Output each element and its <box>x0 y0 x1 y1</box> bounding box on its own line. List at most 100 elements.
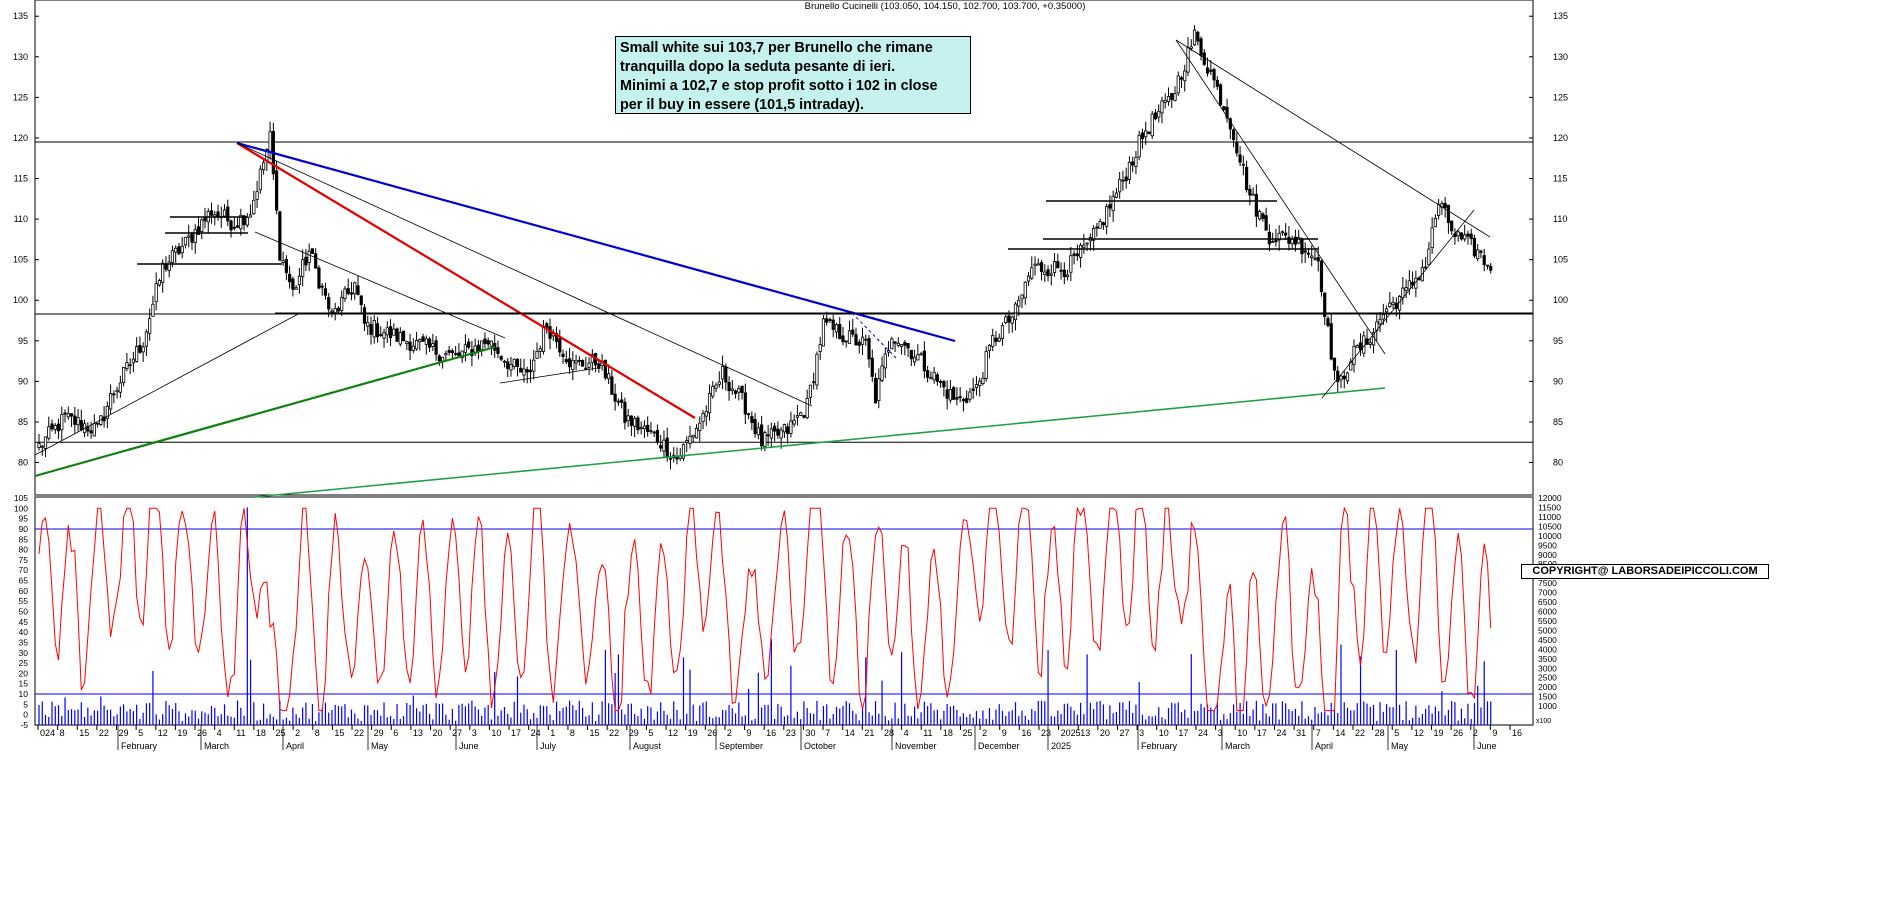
candle-body <box>151 303 155 317</box>
x-tick-label: 31 <box>1296 728 1306 738</box>
candle-body <box>821 318 826 347</box>
oscillator-line <box>38 506 1492 712</box>
candle-body <box>1215 79 1219 87</box>
x-tick-label: 27 <box>1119 728 1129 738</box>
candle-body <box>359 295 363 305</box>
candle-body <box>1241 163 1245 166</box>
x-tick-label: 28 <box>1375 728 1385 738</box>
candle-body <box>698 422 702 432</box>
candle-body <box>56 423 61 432</box>
x-tick-label: 22 <box>354 728 364 738</box>
candle-body <box>317 267 321 289</box>
candle-body <box>437 355 441 362</box>
candle-body <box>974 384 979 388</box>
x-tick-label: 25 <box>962 728 972 738</box>
candle-body <box>795 415 800 418</box>
candle-body <box>694 427 699 439</box>
x-tick-label: 4 <box>217 728 222 738</box>
price-tick-left: 100 <box>13 295 28 305</box>
oscillator-tick: 10 <box>19 689 29 699</box>
candle-body <box>323 288 328 296</box>
candle-body <box>1404 287 1408 291</box>
candle-body <box>733 390 738 395</box>
candle-body <box>659 445 663 449</box>
candle-body <box>864 338 868 341</box>
price-tick-left: 120 <box>13 133 28 143</box>
price-tick-left: 85 <box>18 417 28 427</box>
oscillator-tick: 100 <box>14 503 28 513</box>
candle-body <box>831 319 835 330</box>
candle-body <box>994 337 998 342</box>
candle-body <box>1095 226 1099 229</box>
candle-body <box>1153 112 1158 120</box>
candle-body <box>1007 315 1011 323</box>
candle-body <box>248 214 253 218</box>
x-tick-label: 23 <box>786 728 796 738</box>
candle-body <box>750 416 754 423</box>
candle-body <box>1300 238 1304 255</box>
candle-body <box>421 336 425 342</box>
price-tick-right: 80 <box>1553 458 1563 468</box>
candle-body <box>216 211 220 217</box>
candle-body <box>1121 179 1125 182</box>
candle-body <box>1443 202 1447 208</box>
price-tick-right: 135 <box>1553 11 1568 21</box>
x-tick-label: 11 <box>923 728 932 738</box>
candle-body <box>196 226 201 235</box>
volume-tick: 11500 <box>1538 502 1561 512</box>
candle-body <box>854 334 858 346</box>
candle-body <box>704 410 708 417</box>
candle-body <box>1365 338 1369 345</box>
x-tick-label: 21 <box>864 728 874 738</box>
x-tick-label: 1 <box>550 728 555 738</box>
thin-uptrend-line <box>1321 209 1475 399</box>
x-tick-label: 6 <box>393 728 398 738</box>
candle-body <box>841 335 845 343</box>
candle-body <box>382 332 386 339</box>
candle-body <box>926 370 930 378</box>
candle-body <box>109 393 113 410</box>
candle-body <box>288 273 292 283</box>
price-tick-left: 95 <box>18 336 28 346</box>
candle-body <box>1407 280 1411 290</box>
oscillator-tick: 15 <box>19 679 29 689</box>
candle-body <box>1114 192 1119 198</box>
x-tick-label: 19 <box>1433 728 1443 738</box>
price-tick-left: 130 <box>13 52 28 62</box>
candle-body <box>454 353 458 355</box>
candle-body <box>128 364 132 367</box>
candle-body <box>665 437 669 458</box>
candle-body <box>1124 176 1128 182</box>
volume-tick: 5500 <box>1538 616 1557 626</box>
candle-body <box>1118 178 1122 193</box>
candle-body <box>919 353 923 356</box>
candle-body <box>948 388 953 401</box>
oscillator-tick: 75 <box>19 555 29 565</box>
candle-body <box>154 283 158 303</box>
x-tick-label: 16 <box>1512 728 1522 738</box>
candle-body <box>1075 253 1079 257</box>
oscillator-tick: 35 <box>19 637 29 647</box>
candle-body <box>444 353 448 356</box>
candle-body <box>1176 75 1180 94</box>
oscillator-panel <box>35 506 1533 725</box>
candle-body <box>450 350 454 354</box>
note-line: Minimi a 102,7 e stop profit sotto i 102… <box>620 78 938 94</box>
candle-body <box>776 428 780 436</box>
x-tick-label: 3 <box>472 728 477 738</box>
candle-body <box>743 392 747 415</box>
candle-body <box>590 354 594 363</box>
candle-body <box>1271 241 1275 243</box>
candle-body <box>766 434 770 437</box>
scale-label: x100 <box>1536 718 1551 725</box>
candle-body <box>623 401 627 423</box>
month-label: December <box>978 741 1020 751</box>
oscillator-tick: 40 <box>19 627 29 637</box>
candle-body <box>1476 249 1480 260</box>
candle-body <box>489 340 494 347</box>
price-tick-left: 115 <box>14 174 28 184</box>
candle-body <box>1248 188 1252 196</box>
candle-body <box>73 415 77 425</box>
candle-body <box>1010 316 1014 324</box>
